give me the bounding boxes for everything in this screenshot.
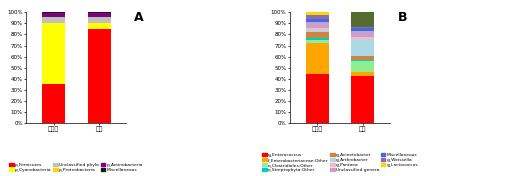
Bar [352, 28, 374, 31]
Bar [42, 12, 65, 13]
Bar [352, 76, 374, 123]
Bar [352, 56, 374, 60]
Bar [352, 37, 374, 39]
Text: B: B [398, 11, 407, 24]
Bar [352, 61, 374, 72]
Bar [306, 15, 328, 19]
Bar [306, 40, 328, 43]
Bar [88, 23, 111, 29]
Text: A: A [134, 11, 144, 24]
Bar [88, 12, 111, 13]
Bar [352, 60, 374, 61]
Bar [352, 12, 374, 27]
Bar [42, 84, 65, 123]
Bar [306, 74, 328, 123]
Bar [306, 32, 328, 38]
Bar [352, 27, 374, 28]
Bar [306, 19, 328, 22]
Bar [306, 38, 328, 40]
Legend: g_Enterococcus, f_Enterobacteriaceae:Other, o_Clostridiales:Other, o_Streptophyt: g_Enterococcus, f_Enterobacteriaceae:Oth… [260, 151, 420, 174]
Bar [42, 23, 65, 84]
Bar [306, 22, 328, 28]
Bar [306, 30, 328, 32]
Bar [352, 39, 374, 56]
Bar [306, 43, 328, 74]
Bar [306, 28, 328, 30]
Bar [352, 31, 374, 37]
Bar [88, 13, 111, 17]
Bar [42, 13, 65, 17]
Bar [352, 72, 374, 76]
Bar [306, 12, 328, 15]
Bar [88, 17, 111, 23]
Bar [42, 17, 65, 23]
Bar [88, 29, 111, 123]
Legend: p_Firmicutes, p_Cyanobacteria, Unclassified phyla, p_Proteobacteria, p_Actinobac: p_Firmicutes, p_Cyanobacteria, Unclassif… [7, 161, 145, 174]
